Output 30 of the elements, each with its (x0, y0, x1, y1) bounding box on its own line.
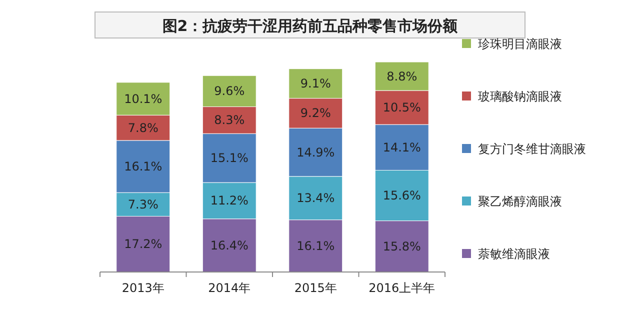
data-label: 11.2% (210, 194, 248, 208)
legend-label: 复方门冬维甘滴眼液 (478, 142, 586, 156)
data-label: 14.1% (382, 140, 421, 154)
legend-label: 珍珠明目滴眼液 (478, 37, 562, 51)
data-label: 17.2% (124, 237, 162, 252)
data-label: 9.2% (300, 106, 331, 120)
data-label: 16.4% (210, 238, 248, 252)
data-label: 15.8% (382, 239, 421, 254)
legend-label: 萘敏维滴眼液 (478, 247, 550, 261)
x-tick-label: 2015年 (294, 281, 337, 295)
x-tick-label: 2014年 (208, 281, 251, 295)
data-label: 9.6% (214, 84, 245, 98)
data-label: 8.8% (386, 69, 418, 84)
data-label: 15.6% (382, 188, 421, 203)
data-label: 8.3% (214, 113, 245, 128)
data-label: 13.4% (296, 191, 335, 206)
x-tick-label: 2016上半年 (368, 281, 436, 295)
data-label: 16.1% (124, 160, 162, 174)
data-label: 14.9% (296, 145, 335, 160)
data-label: 16.1% (296, 238, 335, 253)
data-label: 15.1% (210, 151, 248, 166)
data-label: 9.1% (300, 76, 331, 91)
data-label: 7.8% (128, 120, 158, 135)
legend-label: 玻璃酸钠滴眼液 (478, 90, 562, 104)
chart-title: 图2：抗疲劳干涩用药前五品种零售市场份额 (162, 17, 459, 35)
data-label: 10.5% (382, 100, 421, 115)
legend-label: 聚乙烯醇滴眼液 (478, 194, 562, 208)
x-tick-label: 2013年 (122, 281, 164, 295)
data-label: 10.1% (124, 92, 162, 106)
data-label: 7.3% (128, 197, 158, 212)
